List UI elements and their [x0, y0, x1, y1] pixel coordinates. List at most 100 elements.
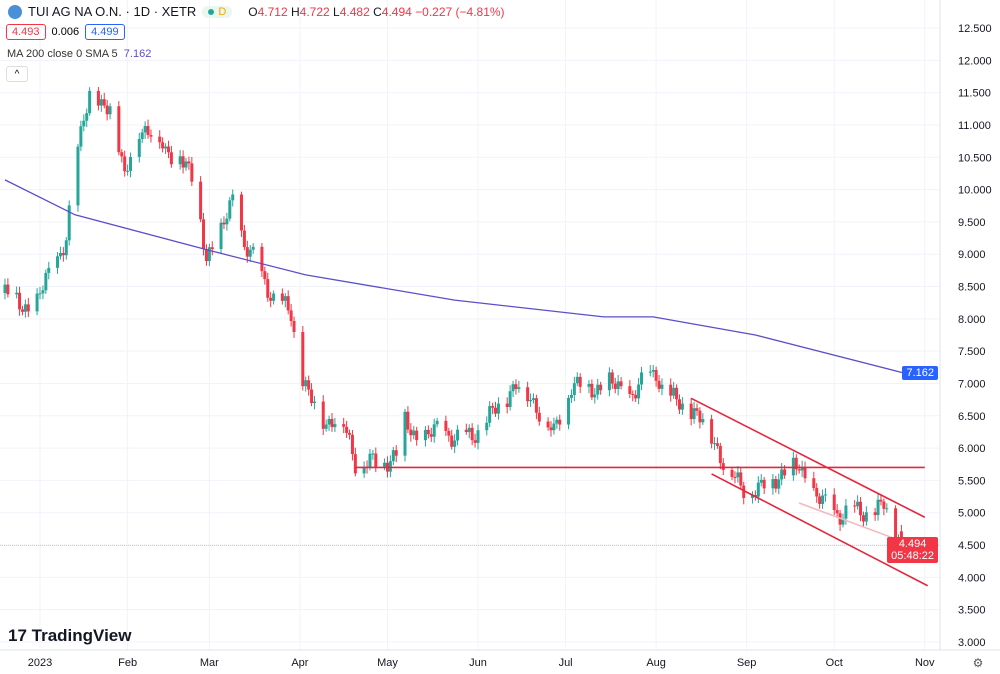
candle-body: [199, 181, 203, 220]
candle-body: [756, 482, 760, 497]
candle-body: [628, 386, 632, 394]
candle-body: [327, 418, 331, 425]
candle-body: [239, 194, 243, 231]
collapse-legend-button[interactable]: ^: [6, 66, 28, 82]
y-tick-label: 9.000: [958, 249, 986, 261]
candle-body: [549, 427, 553, 431]
candle-body: [248, 249, 252, 257]
candle-body: [675, 387, 679, 400]
candle-body: [99, 99, 103, 106]
candle-body: [64, 240, 68, 256]
candle-body: [710, 419, 714, 444]
candle-body: [637, 384, 641, 399]
candle-body: [333, 424, 337, 428]
candle-body: [491, 406, 495, 408]
symbol-title[interactable]: TUI AG NA O.N. · 1D · XETR: [28, 4, 197, 19]
candle-body: [67, 205, 71, 241]
tradingview-logo[interactable]: 17 TradingView: [8, 626, 132, 645]
candle-body: [304, 380, 308, 387]
candle-body: [531, 398, 535, 400]
candle-body: [590, 383, 594, 398]
candle-body: [721, 463, 725, 470]
ma-legend[interactable]: MA 200 close 0 SMA 5 7.162: [7, 48, 152, 60]
candle-body: [616, 381, 620, 389]
candle-body: [345, 426, 349, 433]
candle-body: [853, 505, 857, 507]
candle-body: [272, 293, 276, 301]
candle-body: [88, 90, 92, 114]
candle-body: [844, 505, 848, 519]
candle-body: [742, 485, 746, 498]
bid-button[interactable]: 4.493: [6, 24, 46, 40]
candle-body: [187, 161, 191, 164]
candle-body: [882, 501, 886, 509]
settings-icon: ⚙: [973, 656, 984, 670]
candle-body: [567, 397, 571, 425]
candle-body: [18, 292, 22, 310]
y-tick-label: 8.000: [958, 314, 986, 326]
candle-body: [534, 398, 538, 413]
candle-body: [587, 383, 591, 387]
candle-body: [818, 496, 822, 504]
y-tick-label: 6.500: [958, 411, 986, 423]
candle-body: [859, 501, 863, 516]
candle-body: [529, 399, 533, 402]
x-tick-label: Apr: [291, 657, 308, 669]
candle-body: [23, 304, 27, 312]
y-tick-label: 6.000: [958, 443, 986, 455]
candle-body: [6, 284, 10, 295]
candle-body: [47, 267, 51, 273]
candle-body: [607, 372, 611, 391]
tui-logo-icon: [8, 4, 22, 19]
candle-body: [143, 126, 147, 133]
spread: 0.006: [51, 26, 80, 38]
candle-body: [35, 293, 39, 312]
candle-body: [695, 408, 699, 411]
candle-body: [342, 424, 346, 427]
candle-body: [146, 126, 150, 136]
market-status[interactable]: D: [202, 5, 233, 18]
candle-body: [485, 422, 489, 431]
candle-body: [861, 515, 865, 522]
candle-body: [105, 105, 109, 115]
symbol-header: TUI AG NA O.N. · 1D · XETR D O4.712 H4.7…: [8, 4, 505, 19]
last-price-tag: 4.494 05:48:22: [887, 537, 938, 563]
candle-body: [222, 222, 226, 225]
candle-body: [426, 429, 430, 435]
candle-body: [149, 135, 153, 137]
candle-body: [447, 430, 451, 436]
candle-body: [38, 293, 42, 295]
y-tick-label: 11.000: [958, 120, 991, 132]
candle-body: [569, 394, 573, 398]
candle-body: [117, 106, 121, 153]
status-label: D: [218, 5, 227, 18]
candle-body: [204, 249, 208, 262]
candle-body: [82, 120, 86, 127]
candle-body: [698, 410, 702, 423]
candle-body: [286, 296, 290, 311]
candle-body: [126, 170, 130, 172]
candle-body: [815, 488, 819, 497]
x-tick-label: Aug: [646, 657, 666, 669]
y-tick-label: 3.000: [958, 637, 986, 649]
candle-body: [219, 222, 223, 250]
candle-body: [350, 434, 354, 455]
candle-body: [403, 411, 407, 456]
candle-body: [689, 403, 693, 420]
x-tick-label: Jul: [559, 657, 573, 669]
candle-body: [733, 476, 737, 478]
ask-button[interactable]: 4.499: [85, 24, 125, 40]
candle-body: [129, 156, 133, 171]
candle-body: [371, 453, 375, 455]
candle-body: [470, 427, 474, 441]
candle-body: [260, 246, 264, 272]
candle-body: [301, 332, 305, 387]
candle-body: [537, 412, 541, 422]
candle-body: [657, 380, 661, 389]
x-tick-label: 2023: [28, 657, 52, 669]
candle-body: [312, 401, 316, 404]
candle-body: [58, 252, 62, 257]
candle-body: [44, 272, 48, 291]
y-tick-label: 5.500: [958, 475, 986, 487]
